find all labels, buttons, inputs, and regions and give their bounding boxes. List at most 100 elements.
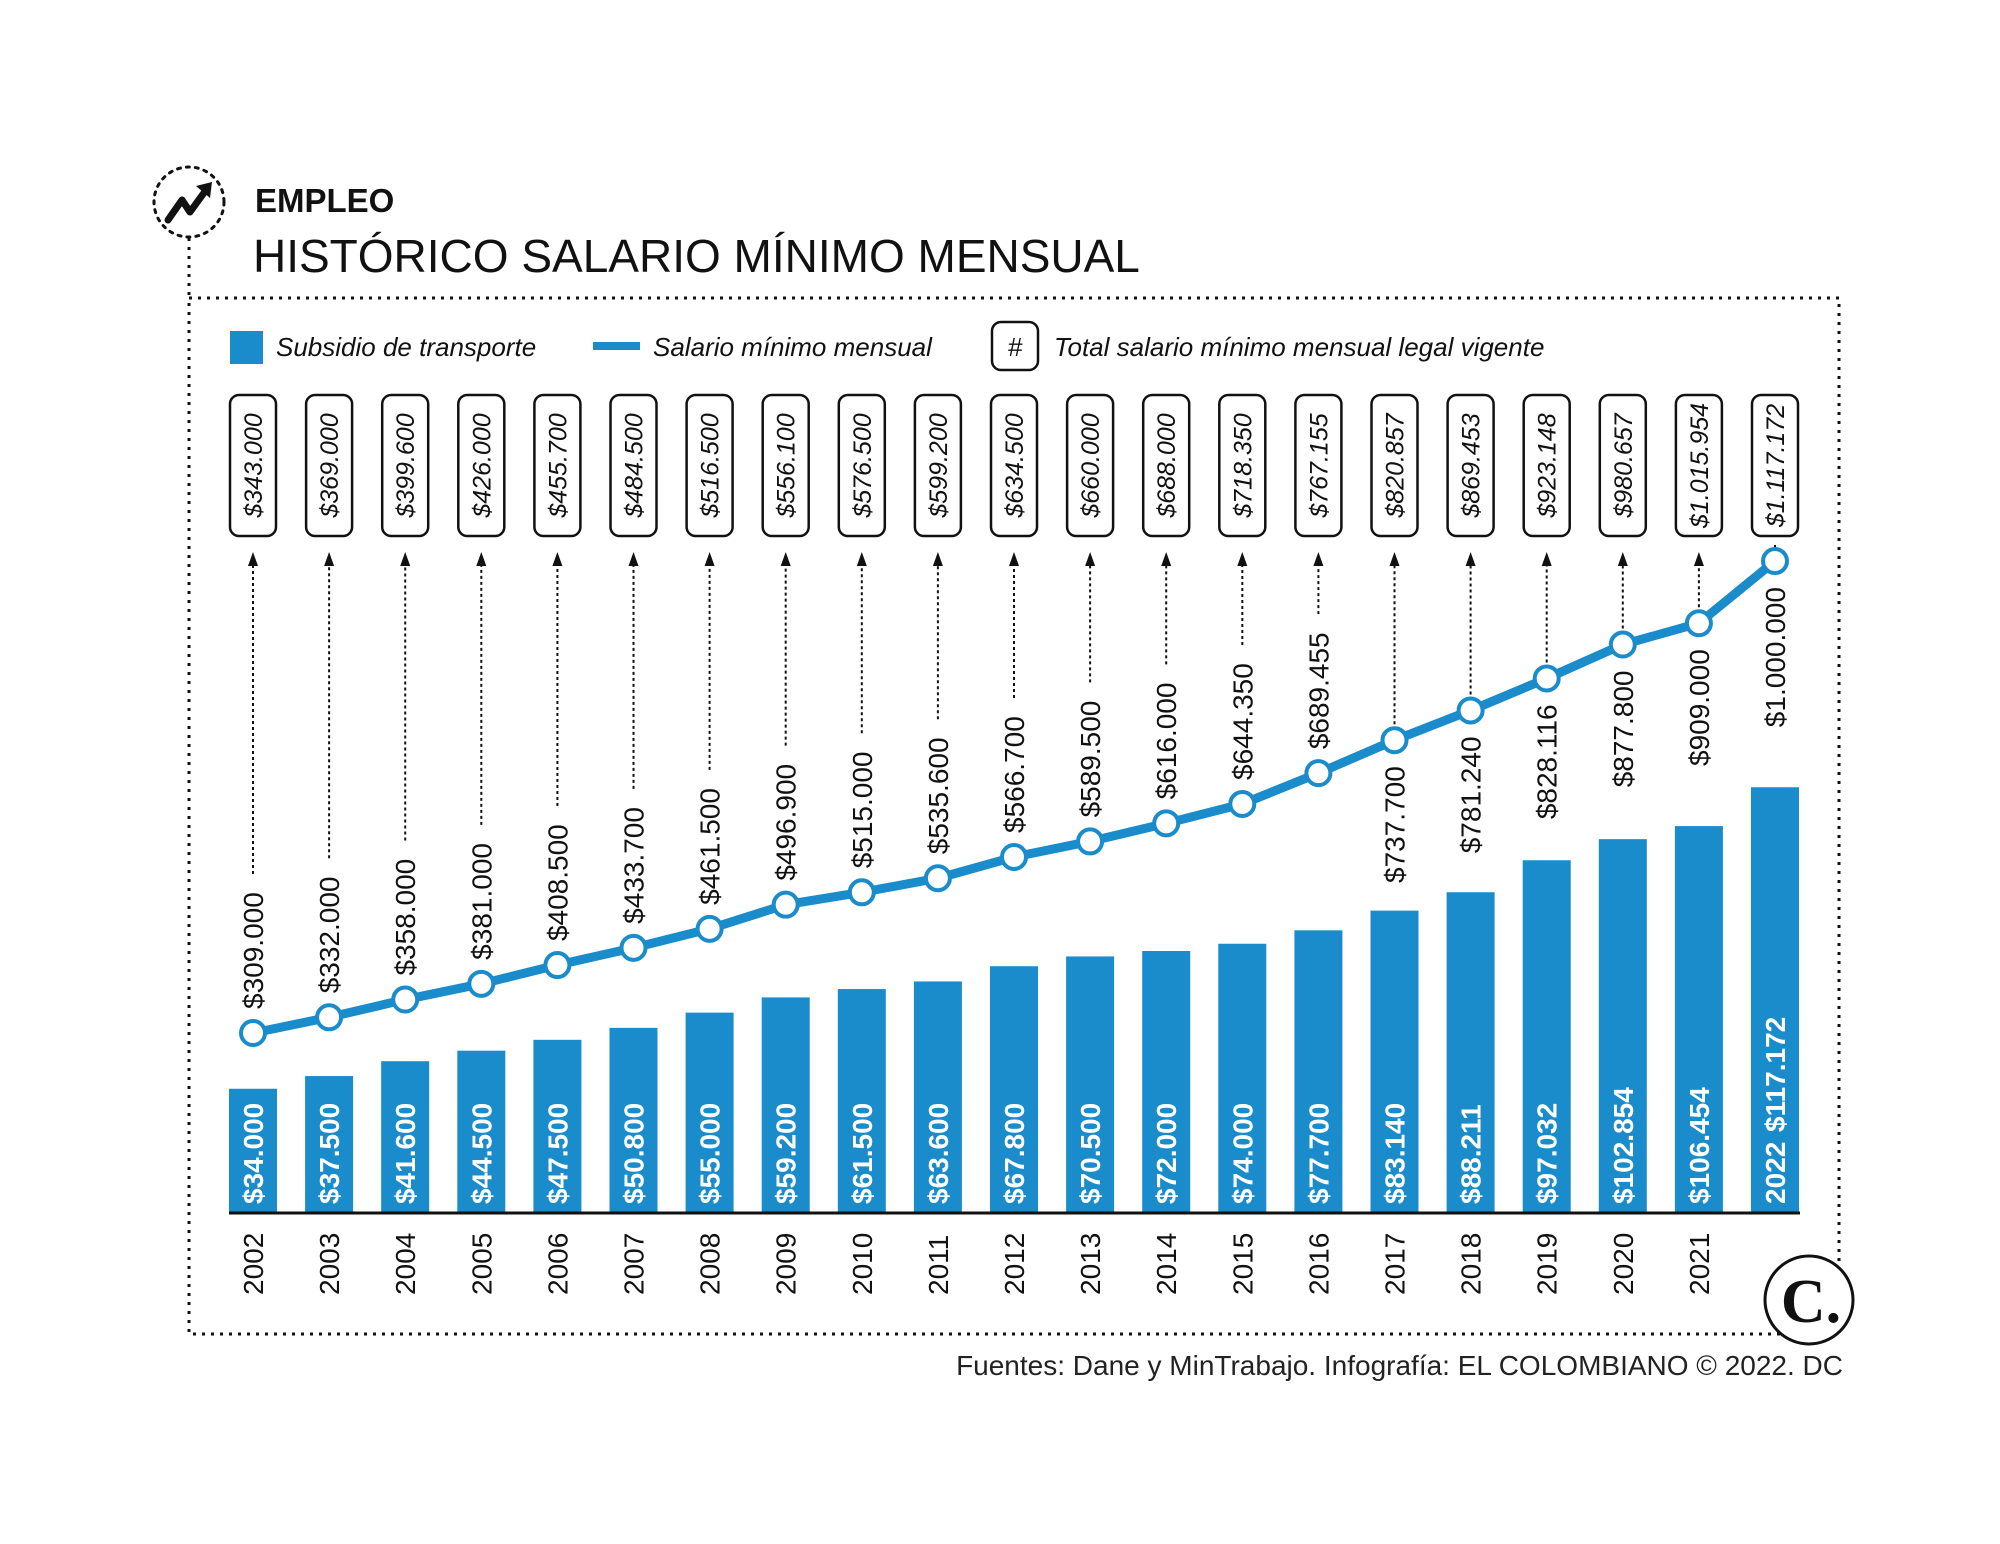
legend-bar-swatch [230,331,263,364]
line-value-label: $781.240 [1456,736,1487,853]
line-point [1532,664,1561,693]
line-value-label: $737.700 [1380,766,1411,883]
bar-subsidio-transporte [1142,951,1191,1212]
bar-subsidio-transporte [990,966,1038,1212]
arrowhead-icon [1541,552,1552,566]
line-value-label: $381.000 [466,843,497,960]
line-point [543,951,572,980]
bar-value-label: $88.211 [1456,1104,1487,1204]
arrowhead-icon [552,552,563,566]
arrowhead-icon [1617,552,1628,566]
total-label: $426.000 [468,413,496,518]
bar-value-label: $70.500 [1075,1103,1106,1204]
legend-box-symbol: # [1008,332,1023,362]
total-box [685,393,734,538]
x-tick-label: 2007 [619,1233,650,1295]
total-box [1141,393,1191,538]
line-value-label: $496.900 [771,764,802,881]
bar-subsidio-transporte [1751,787,1799,1212]
source-footer: Fuentes: Dane y MinTrabajo. Infografía: … [956,1350,1843,1381]
line-point [239,1019,267,1047]
total-label: $767.155 [1305,413,1333,518]
x-tick-label: 2014 [1151,1233,1182,1295]
total-label: $484.500 [621,413,649,518]
bar-value-label: $50.800 [619,1103,650,1204]
arrowhead-icon [1161,552,1172,566]
line-value-label: $535.600 [923,737,954,854]
arrowhead-icon [1313,552,1324,566]
bar-value-label: $117.172 [1760,1017,1791,1132]
x-tick-label: 2005 [466,1233,497,1295]
bar-value-label: $34.000 [238,1103,269,1204]
x-tick-label: 2016 [1303,1233,1334,1295]
bar-subsidio-transporte [1218,943,1267,1212]
bar-value-label: $47.500 [542,1103,573,1204]
total-box [1674,393,1724,538]
x-tick-label: 2021 [1684,1233,1715,1295]
arrowhead-icon [476,552,487,566]
bar-value-label: $55.000 [695,1103,726,1204]
legend-line-label: Salario mínimo mensual [653,332,933,362]
x-tick-label: 2019 [1532,1233,1563,1295]
line-value-label: $828.116 [1532,704,1563,819]
total-box [1370,393,1419,538]
x-tick-label: 2012 [999,1233,1030,1295]
line-value-label: $408.500 [542,824,573,941]
line-point [1152,809,1181,838]
x-tick-label: 2017 [1380,1233,1411,1295]
total-box [380,393,430,538]
legend-box-swatch [990,320,1040,372]
line-point [1761,547,1789,576]
line-value-label: $644.350 [1227,663,1258,780]
bar-subsidio-transporte [761,997,810,1212]
line-value-label: $358.000 [390,859,421,976]
arrowhead-icon [704,552,715,566]
line-value-label: $332.000 [314,876,345,993]
el-colombiano-logo: C. [1763,1254,1855,1346]
arrowhead-icon [932,552,943,566]
bar-subsidio-transporte [1446,892,1495,1212]
legend-line-swatch [593,342,640,350]
bar-value-label: $41.600 [390,1103,421,1204]
line-point [847,878,876,907]
line-point [923,864,952,893]
total-label: $399.600 [392,413,420,518]
arrowhead-icon [1389,552,1400,566]
bar-value-label: $106.454 [1684,1087,1715,1204]
total-box [989,393,1039,538]
bar-value-label: $63.600 [923,1103,954,1204]
bar-value-label: $59.200 [771,1103,802,1204]
arrowhead-icon [1009,552,1019,566]
line-point [1380,726,1409,755]
line-point [1076,827,1105,856]
line-point [315,1003,344,1032]
total-box [533,393,582,538]
arrowhead-icon [856,552,867,566]
x-tick-label: 2022 [1760,1142,1791,1204]
bar-subsidio-transporte [1066,956,1115,1212]
chart-frame [187,296,1841,1336]
total-box [837,393,887,538]
line-value-label: $515.000 [847,752,878,869]
total-label: $576.500 [849,413,877,518]
total-box [1522,393,1571,538]
total-box [1446,393,1495,538]
total-label: $634.500 [1001,413,1029,518]
bar-subsidio-transporte [1294,930,1343,1212]
line-point [1684,609,1713,638]
total-box [1294,393,1343,538]
legend-box-label: Total salario mínimo mensual legal vigen… [1054,332,1544,362]
line-value-label: $909.000 [1684,649,1715,766]
arrowhead-icon [1237,552,1248,566]
total-label: $369.000 [316,413,344,518]
bar-subsidio-transporte [837,989,886,1212]
line-point [1000,842,1028,871]
arrowhead-icon [1693,552,1704,566]
line-point [1304,759,1333,788]
total-box [304,393,354,538]
bar-value-label: $102.854 [1608,1087,1639,1204]
x-tick-label: 2015 [1227,1233,1258,1295]
line-point [467,969,496,998]
line-point [695,914,724,943]
